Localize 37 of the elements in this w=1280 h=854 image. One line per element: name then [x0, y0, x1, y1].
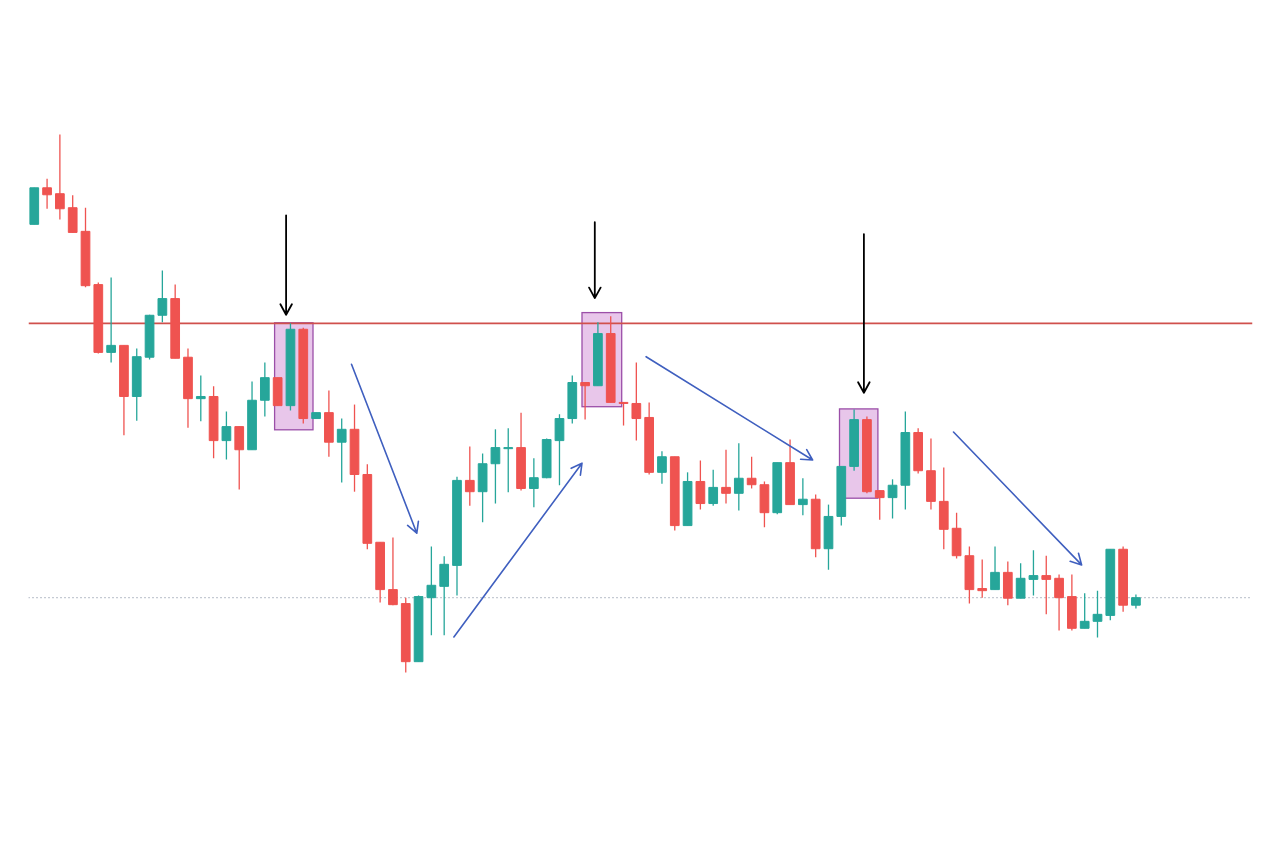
candlestick: [464, 445, 475, 507]
candlestick: [234, 425, 245, 491]
candlestick: [631, 361, 642, 442]
candlestick: [733, 442, 744, 512]
candlestick: [746, 456, 757, 490]
candlestick: [977, 558, 988, 599]
candlestick: [106, 276, 116, 364]
candlestick: [490, 428, 501, 505]
candlestick: [1054, 573, 1064, 632]
candlestick: [1079, 592, 1090, 629]
candlestick: [708, 468, 719, 507]
candlestick: [618, 401, 629, 427]
candlestick: [259, 361, 270, 418]
candlestick: [1092, 590, 1103, 639]
candlestick: [554, 413, 565, 486]
candlestick: [1041, 555, 1052, 615]
candlestick: [695, 459, 706, 511]
candlestick: [55, 133, 65, 221]
candlestick: [798, 477, 808, 517]
candlestick: [503, 427, 514, 493]
candlestick: [721, 449, 731, 505]
candlestick: [42, 177, 52, 210]
candlestick: [1028, 549, 1039, 597]
candlestick: [336, 417, 347, 484]
candlestick: [529, 457, 539, 508]
candlestick: [1015, 562, 1026, 599]
candlestick: [990, 545, 1000, 591]
candlestick: [195, 374, 206, 422]
candlestick: [426, 545, 437, 636]
candlestick: [887, 478, 898, 520]
candlestick: [388, 536, 398, 606]
candlestick: [580, 381, 590, 421]
candlestick: [439, 555, 450, 636]
candlestick: [221, 410, 232, 461]
candlestick: [157, 269, 168, 323]
candlestick: [657, 450, 667, 485]
candlestick: [874, 489, 885, 521]
